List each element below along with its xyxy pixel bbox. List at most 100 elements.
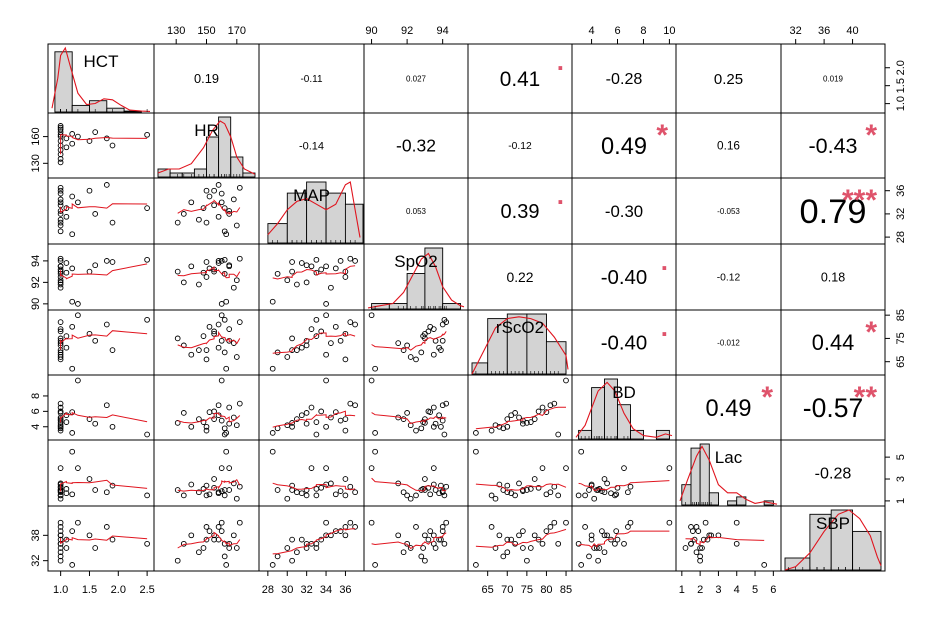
left-axis-HR: 130 160 [30,127,48,172]
hist-bar-SBP-3 [852,530,882,571]
smooth-line-SBP-Lac [685,534,765,546]
bottom-tick-label-Lac-0: 1 [679,584,685,596]
significance-stars-rScO2-BD: . [661,312,668,342]
point-BD-HR-20 [233,422,240,429]
point-MAP-HCT-9 [57,196,64,203]
point-Lac-rScO2-11 [520,487,526,493]
point-SBP-Lac-12 [699,545,705,551]
point-Lac-HCT-13 [63,486,70,492]
point-SpO2-MAP-2 [284,277,291,284]
point-SpO2-HR-12 [218,258,225,264]
hist-bar-BD-4 [630,429,644,440]
smooth-line-BD-HR [177,412,241,424]
hist-bar-SpO2-2 [406,273,426,310]
point-Lac-MAP-14 [323,465,329,471]
top-tick-label-HR-0: 130 [167,25,185,37]
point-SpO2-HR-3 [196,281,202,288]
scatter-panel-BD-vs-rScO2 [473,377,569,438]
point-SpO2-HR-0 [174,268,181,275]
point-MAP-HCT-20 [109,219,116,226]
right-tick-label-Lac-1: 3 [895,476,907,482]
point-SpO2-HCT-15 [69,298,76,305]
point-SBP-BD-17 [614,536,621,543]
corr-value-SpO2-BD: -0.40 [601,267,647,289]
point-SBP-HR-4 [200,545,207,551]
point-SBP-SpO2-12 [427,528,434,534]
hist-bar-HR-3 [193,168,207,178]
point-rScO2-HCT-14 [69,323,76,330]
point-SBP-HCT-9 [57,532,64,539]
top-axis-SBP: 32 36 40 [790,25,859,44]
point-BD-HR-21 [236,400,243,407]
right-tick-label-MAP-0: 28 [895,231,907,243]
point-Lac-BD-6 [591,495,598,502]
point-SBP-rScO2-13 [527,545,534,551]
smooth-line-Lac-BD [578,480,670,491]
point-BD-SpO2-1 [372,430,378,436]
bottom-tick-label-MAP-3: 34 [320,584,332,596]
point-BD-HR-12 [218,417,225,424]
point-rScO2-MAP-7 [303,342,310,349]
point-Lac-MAP-2 [284,495,291,502]
smooth-line-rScO2-HR [177,330,241,349]
bottom-tick-label-Lac-1: 2 [697,584,703,596]
top-tick-label-BD-1: 6 [614,25,620,37]
point-Lac-BD-13 [604,480,610,487]
point-SpO2-HR-11 [215,258,222,264]
scatter-panel-Lac-vs-HCT [57,448,150,502]
point-Lac-HCT-19 [103,489,110,496]
point-Lac-SpO2-10 [422,476,428,482]
point-SBP-rScO2-0 [473,562,479,568]
point-Lac-MAP-6 [298,490,305,497]
point-BD-MAP-17 [337,417,344,424]
point-rScO2-MAP-12 [318,328,325,335]
panel-frame-7-3 [363,505,469,572]
scatter-panel-rScO2-vs-MAP [269,312,358,372]
point-SBP-BD-0 [575,540,582,547]
point-SBP-SpO2-21 [443,519,450,526]
point-Lac-HCT-18 [92,487,99,493]
point-SpO2-HCT-11 [57,255,64,262]
point-SBP-HR-6 [203,536,210,543]
point-Lac-MAP-1 [274,487,281,493]
point-SBP-Lac-16 [706,532,713,539]
point-Lac-SpO2-12 [427,491,434,498]
point-rScO2-HCT-21 [144,316,150,323]
point-BD-SpO2-0 [368,377,375,384]
scatter-panel-MAP-vs-HR [174,182,243,238]
variable-name-Lac: Lac [715,448,743,467]
top-axis-BD: 4 6 8 10 [589,25,676,44]
point-SBP-MAP-15 [328,532,334,539]
point-rScO2-SpO2-0 [368,312,375,319]
right-tick-label-HCT-1: 1.5 [895,78,907,93]
panel-frame-6-0 [47,439,155,507]
point-SpO2-HCT-17 [86,268,93,275]
point-BD-HR-2 [188,423,195,430]
point-SpO2-HCT-10 [57,277,64,284]
point-BD-MAP-18 [342,427,349,434]
scatter-panel-Lac-vs-MAP [269,448,358,502]
right-tick-label-rScO2-2: 85 [895,309,907,321]
point-SBP-SpO2-1 [372,562,378,568]
panel-frame-7-5 [571,505,677,572]
point-Lac-MAP-17 [337,488,344,494]
panel-frame-7-7 [780,505,886,572]
point-BD-HCT-5 [57,408,64,415]
point-SpO2-MAP-18 [342,274,349,280]
point-Lac-SpO2-13 [430,481,437,488]
point-BD-SpO2-16 [436,412,442,419]
point-BD-MAP-19 [342,416,349,422]
point-MAP-HR-0 [174,219,181,226]
point-rScO2-MAP-13 [323,351,329,358]
point-SBP-BD-8 [595,557,601,564]
point-rScO2-HCT-19 [103,321,110,328]
point-SBP-HR-21 [236,519,243,526]
point-Lac-HR-9 [211,476,217,482]
point-rScO2-MAP-2 [284,354,291,360]
point-SpO2-HR-20 [233,277,240,284]
point-rScO2-HR-7 [206,323,213,330]
point-MAP-HCT-0 [57,219,64,226]
point-SBP-MAP-6 [298,536,305,543]
point-SBP-BD-19 [625,524,631,530]
point-SBP-SpO2-8 [420,545,426,551]
